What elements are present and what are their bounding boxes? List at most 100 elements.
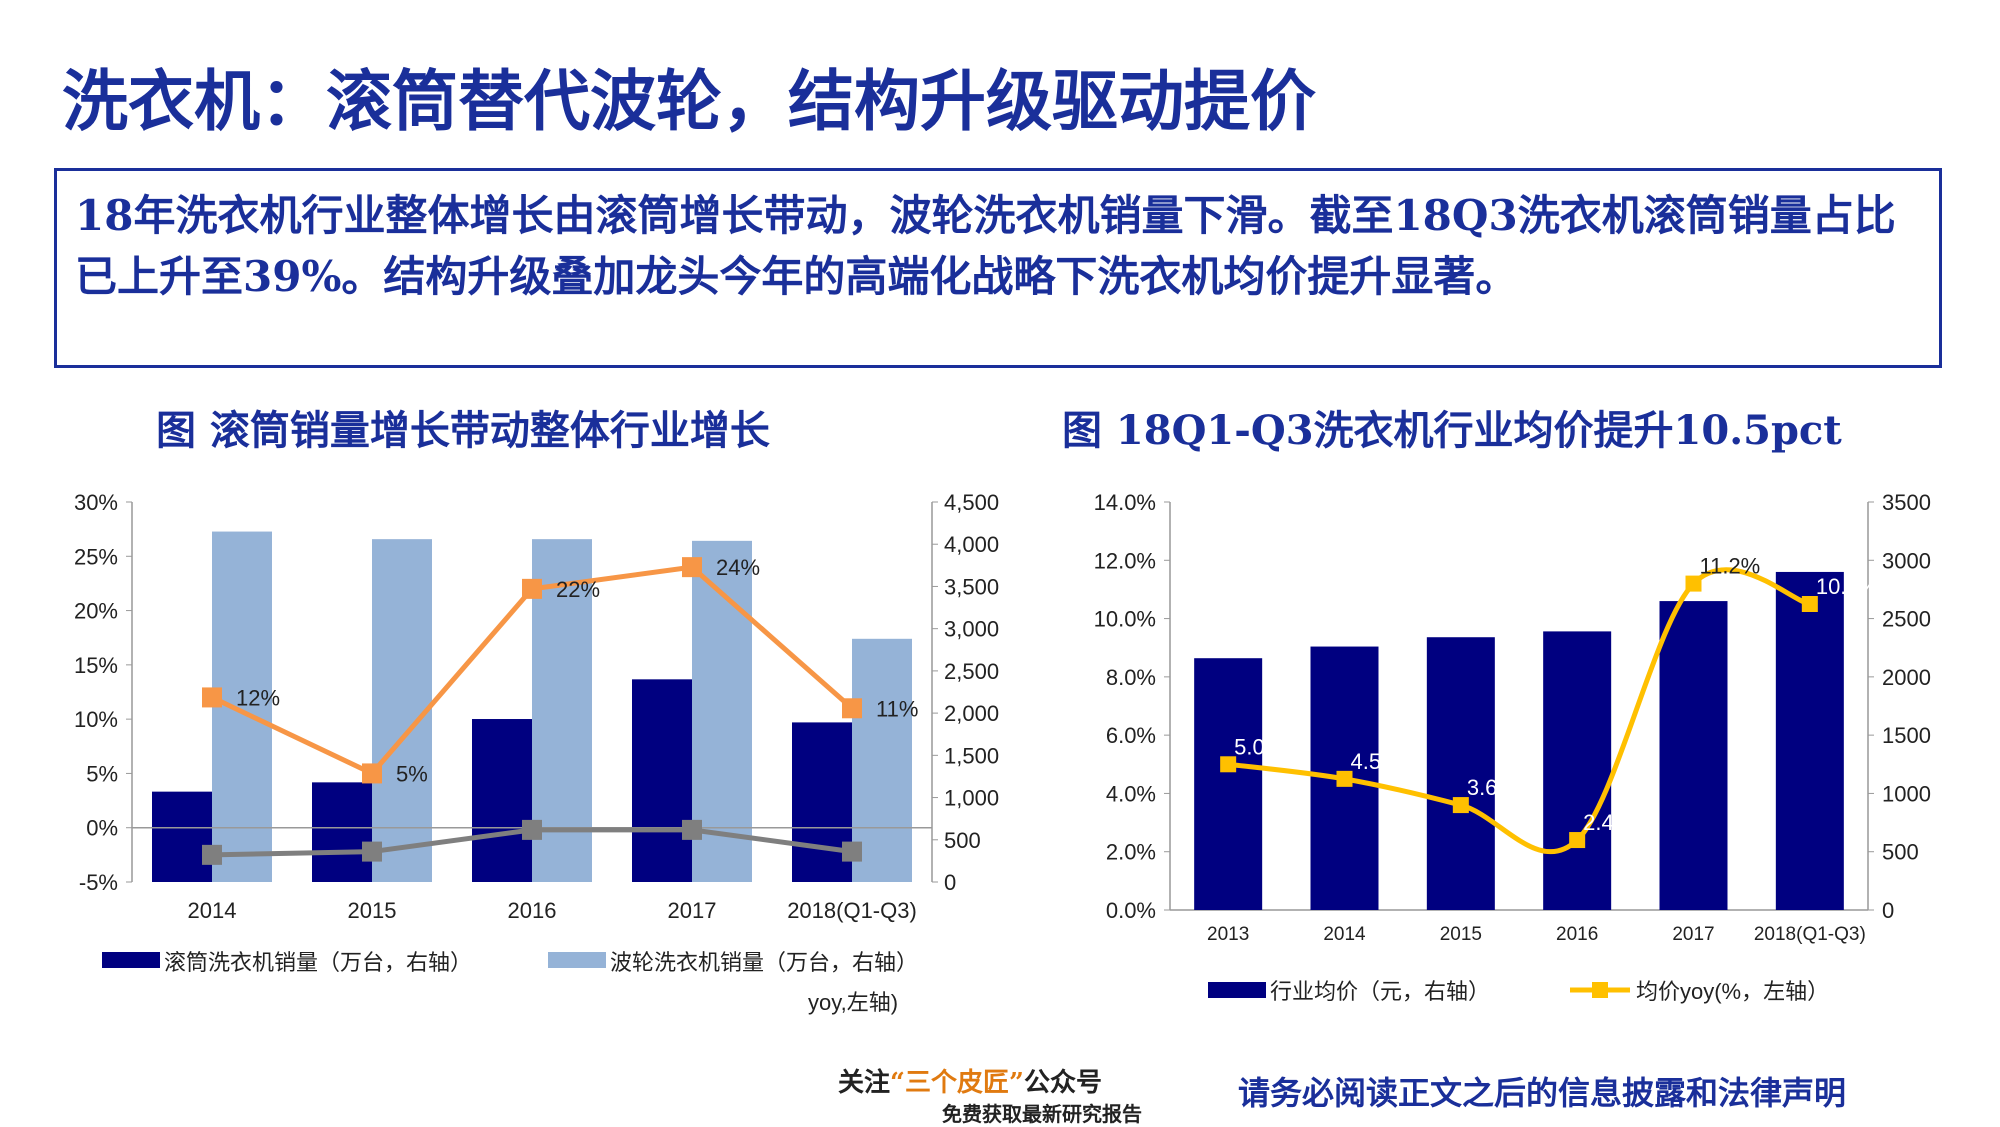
footer-follow-prefix: 关注 [838, 1068, 891, 1098]
bar-avg-price [1659, 601, 1728, 910]
data-label-yoy: 4.5 [1351, 749, 1382, 774]
marker-orange [362, 763, 382, 784]
left-tick-label: -5% [79, 870, 118, 895]
right-tick-label: 1,500 [944, 743, 999, 768]
left-tick-label: 5% [86, 761, 118, 786]
left-tick-label: 0.0% [1106, 898, 1156, 923]
right-tick-label: 2,500 [944, 659, 999, 684]
data-label-orange: 11% [876, 696, 918, 721]
x-tick-label: 2017 [1672, 924, 1714, 945]
legend-swatch-yoy-marker [1592, 982, 1608, 998]
bar-avg-price [1194, 658, 1263, 910]
legend-swatch-price [1208, 982, 1266, 998]
bar-pulsator [852, 638, 912, 882]
right-tick-label: 2000 [1882, 665, 1931, 690]
legend-label-yoy: 均价yoy(%，左轴） [1636, 979, 1829, 1004]
chart1-title: 图 滚筒销量增长带动整体行业增长 [156, 407, 770, 454]
data-label-yoy: 10.5% [1816, 574, 1878, 599]
legend-label-drum: 滚筒洗衣机销量（万台，右轴） [164, 950, 472, 975]
right-tick-label: 1,000 [944, 786, 999, 811]
left-tick-label: 20% [74, 599, 118, 624]
marker-orange [842, 698, 862, 719]
marker-price-yoy [1569, 832, 1586, 849]
left-tick-label: 0% [86, 816, 118, 841]
bar-drum [472, 719, 532, 882]
bar-drum [632, 679, 692, 882]
marker-gray [682, 819, 702, 840]
footer-subtitle: 免费获取最新研究报告 [942, 1102, 1142, 1126]
left-tick-label: 2.0% [1106, 840, 1156, 865]
bar-pulsator [372, 539, 432, 882]
legend-label-price: 行业均价（元，右轴） [1270, 979, 1490, 1004]
left-tick-label: 25% [74, 544, 118, 569]
bar-avg-price [1543, 631, 1612, 910]
marker-price-yoy [1336, 770, 1353, 787]
left-tick-label: 4.0% [1106, 781, 1156, 806]
marker-price-yoy [1685, 575, 1702, 592]
x-tick-label: 2016 [1556, 924, 1598, 945]
marker-gray [842, 841, 862, 862]
marker-price-yoy [1220, 756, 1237, 773]
marker-orange [522, 578, 542, 599]
left-tick-label: 30% [74, 490, 118, 515]
right-tick-label: 3500 [1882, 490, 1931, 515]
page-title: 洗衣机：滚筒替代波轮，结构升级驱动提价 [62, 62, 1316, 140]
data-label-orange: 22% [556, 577, 600, 602]
x-tick-label: 2014 [188, 898, 237, 923]
bar-drum [152, 791, 212, 882]
marker-gray [362, 841, 382, 862]
marker-gray [522, 819, 542, 840]
x-tick-label: 2014 [1323, 924, 1366, 945]
x-tick-label: 2015 [348, 898, 397, 923]
x-tick-label: 2017 [668, 898, 717, 923]
summary-box: 18年洗衣机行业整体增长由滚筒增长带动，波轮洗衣机销量下滑。截至18Q3洗衣机滚… [54, 168, 1942, 368]
data-label-orange: 24% [716, 555, 760, 580]
left-tick-label: 12.0% [1094, 548, 1156, 573]
x-tick-label: 2013 [1207, 924, 1249, 945]
right-tick-label: 3,500 [944, 574, 999, 599]
right-tick-label: 4,500 [944, 490, 999, 515]
left-tick-label: 6.0% [1106, 723, 1156, 748]
right-tick-label: 2,000 [944, 701, 999, 726]
data-label-orange: 5% [396, 761, 428, 786]
bar-avg-price [1426, 637, 1495, 910]
bar-avg-price [1775, 571, 1844, 910]
data-label-yoy: 11.2% [1700, 554, 1761, 579]
x-tick-label: 2016 [508, 898, 557, 923]
right-tick-label: 4,000 [944, 532, 999, 557]
right-tick-label: 500 [944, 828, 981, 853]
marker-gray [202, 844, 222, 865]
marker-orange [202, 687, 222, 708]
marker-price-yoy [1801, 596, 1818, 612]
left-tick-label: 14.0% [1094, 490, 1156, 515]
bar-drum [312, 782, 372, 882]
x-tick-label: 2018(Q1-Q3) [1754, 924, 1866, 945]
footer-follow: 关注“三个皮匠”公众号 [838, 1062, 1102, 1099]
legend-swatch-pulsator [548, 952, 606, 968]
chart1-svg: 30% 25% 20% 15% 10% 5% 0% -5% 4,500 4,000 3,500 3,0… [74, 490, 999, 1015]
left-tick-label: 8.0% [1106, 665, 1156, 690]
data-label-yoy: 2.4% [1583, 810, 1633, 835]
right-tick-label: 1500 [1882, 723, 1931, 748]
chart2-svg: 14.0% 12.0% 10.0% 8.0% 6.0% 4.0% 2.0% 0.0% 3500 3… [1094, 490, 1931, 1004]
left-tick-label: 10% [74, 707, 118, 732]
chart2-title: 图 18Q1-Q3洗衣机行业均价提升10.5pct [1062, 407, 1842, 454]
legend-label-pulsator: 波轮洗衣机销量（万台，右轴） [610, 950, 918, 975]
x-tick-label: 2018(Q1-Q3) [787, 898, 917, 923]
footer-disclaimer: 请务必阅读正文之后的信息披露和法律声明 [1238, 1074, 1847, 1112]
right-tick-label: 0 [944, 870, 956, 895]
data-label-yoy: 5.0 [1234, 734, 1265, 759]
right-tick-label: 1000 [1882, 781, 1931, 806]
right-tick-label: 3000 [1882, 548, 1931, 573]
data-label-orange: 12% [236, 685, 280, 710]
right-tick-label: 3,000 [944, 617, 999, 642]
x-tick-label: 2015 [1440, 924, 1482, 945]
left-tick-label: 10.0% [1094, 607, 1156, 632]
right-tick-label: 0 [1882, 898, 1894, 923]
footer-brand: “三个皮匠” [890, 1068, 1024, 1098]
right-tick-label: 500 [1882, 840, 1919, 865]
marker-price-yoy [1452, 797, 1469, 814]
left-tick-label: 15% [74, 653, 118, 678]
footer-follow-suffix: 公众号 [1023, 1068, 1102, 1098]
right-tick-label: 2500 [1882, 607, 1931, 632]
